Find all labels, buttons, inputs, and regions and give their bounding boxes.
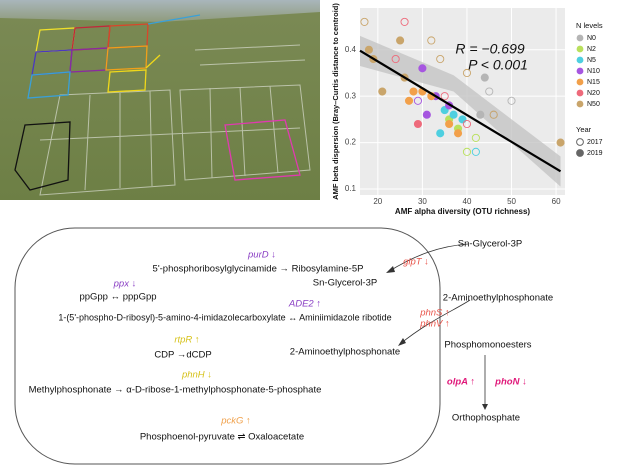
data-point xyxy=(409,87,418,96)
confidence-band xyxy=(360,35,561,187)
y-tick-label: 0.1 xyxy=(345,184,357,193)
legend-label: N0 xyxy=(587,35,596,42)
metabolite: Phosphomonoesters xyxy=(444,340,531,351)
legend-marker xyxy=(576,89,584,97)
legend-marker xyxy=(576,138,584,146)
y-tick-label: 0.2 xyxy=(345,138,357,147)
reaction: ppGpp ↔ pppGpp xyxy=(79,292,156,303)
gene-label: phnV ↑ xyxy=(419,319,450,330)
data-point xyxy=(436,54,445,64)
gene-label: pckG ↑ xyxy=(220,416,251,427)
x-tick-label: 30 xyxy=(418,197,427,206)
gene-label: olpA ↑ xyxy=(447,377,475,388)
gene-label: phnS ↑ xyxy=(419,308,450,319)
x-tick-label: 50 xyxy=(507,197,516,206)
y-tick-label: 0.3 xyxy=(345,91,357,100)
arrowhead xyxy=(398,338,406,346)
data-point xyxy=(458,115,467,124)
gene-label: rtpR ↑ xyxy=(174,335,199,346)
data-point xyxy=(449,110,458,119)
reaction: Phosphoenol-pyruvate ⇌ Oxaloacetate xyxy=(140,432,304,443)
gene-label: phnH ↓ xyxy=(181,370,212,381)
annotation: P < 0.001 xyxy=(468,57,528,73)
annotation: R = −0.699 xyxy=(455,41,524,57)
metabolite: Orthophosphate xyxy=(452,413,520,424)
data-point xyxy=(471,133,480,142)
gene-label: ADE2 ↑ xyxy=(288,299,321,310)
data-point xyxy=(462,147,472,156)
arrowhead xyxy=(482,404,488,410)
data-point xyxy=(462,119,472,129)
fit-line xyxy=(359,49,562,173)
data-point xyxy=(396,36,405,45)
cell-outline xyxy=(14,227,441,465)
legend-label: N50 xyxy=(587,101,600,108)
arrow xyxy=(387,243,469,273)
legend-label: N2 xyxy=(587,46,596,53)
data-point xyxy=(378,87,387,96)
y-tick-label: 0.4 xyxy=(345,45,357,54)
legend-marker xyxy=(576,149,584,157)
data-point xyxy=(440,92,449,101)
legend-marker xyxy=(576,34,584,42)
data-point xyxy=(489,110,498,119)
gene-label: ppx ↓ xyxy=(113,279,137,290)
legend-marker xyxy=(576,100,584,108)
legend-marker xyxy=(576,45,584,53)
reaction: CDP →dCDP xyxy=(154,350,211,361)
data-point xyxy=(427,36,436,45)
arrowhead xyxy=(386,266,395,273)
data-point xyxy=(413,119,422,129)
y-axis-title: AMF beta dispersion (Bray–Curtis distanc… xyxy=(331,3,340,200)
data-point xyxy=(436,129,445,138)
reaction: 5'-phosphoribosylglycinamide → Ribosylam… xyxy=(153,264,364,275)
reaction: 1-(5'-phospho-D-ribosyl)-5-amino-4-imida… xyxy=(58,312,391,322)
legend-label: N5 xyxy=(587,57,596,64)
data-point xyxy=(507,96,516,105)
data-point xyxy=(404,96,414,105)
data-point xyxy=(364,45,373,54)
legend-marker xyxy=(576,67,584,75)
reaction: Methylphosphonate → α-D-ribose-1-methylp… xyxy=(29,385,322,396)
legend-marker xyxy=(576,56,584,64)
data-point xyxy=(418,64,427,73)
arrow xyxy=(399,299,471,345)
data-point xyxy=(400,17,409,26)
x-tick-label: 20 xyxy=(373,197,382,206)
data-point xyxy=(453,129,463,138)
gene-label: phoN ↓ xyxy=(494,377,527,388)
legend-label: 2019 xyxy=(587,150,603,157)
gene-label: glpT ↓ xyxy=(403,257,429,268)
x-tick-label: 40 xyxy=(463,197,472,206)
gene-label: purD ↓ xyxy=(247,250,276,261)
legend-label: N20 xyxy=(587,90,600,97)
data-point xyxy=(391,54,400,64)
pathway-diagram: purD ↓ 5'-phosphoribosylglycinamide → Ri… xyxy=(14,227,553,465)
legend-title: Year xyxy=(576,125,592,134)
metabolite: Sn-Glycerol-3P xyxy=(458,239,522,250)
field-photo xyxy=(0,0,320,200)
legend-label: N15 xyxy=(587,79,600,86)
data-point xyxy=(445,119,454,129)
metabolite: Sn-Glycerol-3P xyxy=(313,278,377,289)
legend-marker xyxy=(576,78,584,86)
data-point xyxy=(471,147,480,156)
plot-background xyxy=(360,8,565,195)
x-axis-title: AMF alpha diversity (OTU richness) xyxy=(395,207,530,216)
x-tick-label: 60 xyxy=(552,197,561,206)
data-point xyxy=(480,73,489,82)
data-point xyxy=(360,17,369,26)
data-point xyxy=(462,68,472,78)
metabolite: 2-Aminoethylphosphonate xyxy=(290,347,400,358)
data-point xyxy=(422,110,431,119)
legend-title: N levels xyxy=(576,21,603,30)
data-point xyxy=(413,96,422,105)
data-point xyxy=(485,87,494,96)
data-point xyxy=(556,138,565,147)
legend-label: N10 xyxy=(587,68,600,75)
metabolite: 2-Aminoethylphosphonate xyxy=(443,293,553,304)
legend-label: 2017 xyxy=(587,139,603,146)
data-point xyxy=(476,110,485,119)
